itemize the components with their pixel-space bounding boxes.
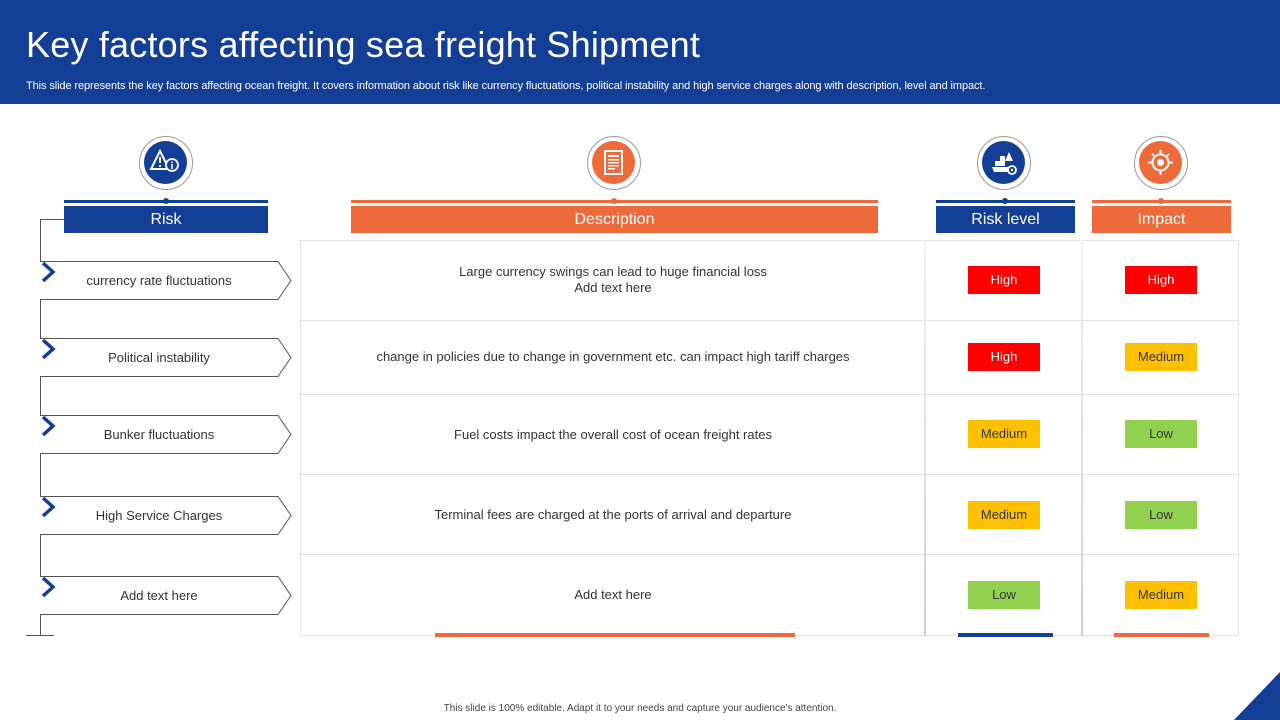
risk-level-badge: Medium xyxy=(968,501,1040,529)
risk-item-label: Bunker fluctuations xyxy=(103,427,215,442)
column-divider xyxy=(1081,240,1083,636)
impact-column-header: Impact xyxy=(1092,206,1231,233)
risk-level-header-dot xyxy=(1002,198,1008,204)
row-divider xyxy=(300,320,1239,321)
chevron-right-icon xyxy=(41,496,56,518)
risk-item-service-charges: High Service Charges xyxy=(40,496,292,535)
description-column-header: Description xyxy=(351,206,878,233)
risk-level-column-header: Risk level xyxy=(936,206,1075,233)
risk-column-icon-wrapper xyxy=(139,136,193,190)
row-divider xyxy=(300,394,1239,395)
page-subtitle: This slide represents the key factors af… xyxy=(26,80,986,92)
corner-decoration xyxy=(1234,672,1280,720)
description-text: change in policies due to change in gove… xyxy=(376,349,850,364)
column-divider xyxy=(924,240,926,636)
footer-note: This slide is 100% editable. Adapt it to… xyxy=(443,703,837,714)
description-header-dot xyxy=(611,198,617,204)
risk-column-header: Risk xyxy=(64,206,268,233)
impact-badge: Medium xyxy=(1125,343,1197,371)
risk-item-label: Add text here xyxy=(120,588,198,603)
risk-level-column-icon-wrapper xyxy=(977,136,1031,190)
tree-connector-bottom xyxy=(26,635,54,636)
impact-badge: Low xyxy=(1125,501,1197,529)
risk-level-bottom-bar xyxy=(958,633,1053,637)
description-cell: Large currency swings can lead to huge f… xyxy=(302,264,924,296)
risk-level-badge: Medium xyxy=(968,420,1040,448)
risk-item-currency: currency rate fluctuations xyxy=(40,261,292,300)
risk-item-label: High Service Charges xyxy=(95,508,223,523)
risk-item-bunker: Bunker fluctuations xyxy=(40,415,292,454)
chevron-right-icon xyxy=(41,261,56,283)
risk-level-badge: High xyxy=(968,266,1040,294)
row-divider xyxy=(300,474,1239,475)
description-column-icon-wrapper xyxy=(587,136,641,190)
description-text: Add text here xyxy=(574,587,652,602)
description-text: Fuel costs impact the overall cost of oc… xyxy=(454,427,772,442)
row-divider xyxy=(300,554,1239,555)
impact-bottom-bar xyxy=(1114,633,1209,637)
warning-info-icon xyxy=(144,141,187,184)
target-icon xyxy=(1139,141,1182,184)
risk-item-political: Political instability xyxy=(40,338,292,377)
risk-level-badge: Low xyxy=(968,581,1040,609)
chevron-right-icon xyxy=(41,338,56,360)
description-text: Large currency swings can lead to huge f… xyxy=(459,264,767,279)
impact-badge: Medium xyxy=(1125,581,1197,609)
description-cell: Terminal fees are charged at the ports o… xyxy=(302,507,924,523)
impact-column-icon-wrapper xyxy=(1134,136,1188,190)
tree-connector-top xyxy=(40,219,64,220)
description-text: Terminal fees are charged at the ports o… xyxy=(434,507,792,522)
document-icon xyxy=(592,141,635,184)
risk-item-placeholder: Add text here xyxy=(40,576,292,615)
description-bottom-bar xyxy=(435,633,795,637)
ship-gear-icon xyxy=(982,141,1025,184)
impact-badge: Low xyxy=(1125,420,1197,448)
risk-header-dot xyxy=(163,198,169,204)
impact-badge: High xyxy=(1125,266,1197,294)
chevron-right-icon xyxy=(41,415,56,437)
header-banner: Key factors affecting sea freight Shipme… xyxy=(0,0,1280,104)
page-title: Key factors affecting sea freight Shipme… xyxy=(26,24,701,65)
description-text-secondary: Add text here xyxy=(574,280,652,295)
description-cell: Add text here xyxy=(302,587,924,603)
risk-item-label: currency rate fluctuations xyxy=(86,273,232,288)
risk-level-badge: High xyxy=(968,343,1040,371)
chevron-right-icon xyxy=(41,576,56,598)
description-cell: Fuel costs impact the overall cost of oc… xyxy=(302,427,924,443)
impact-header-dot xyxy=(1158,198,1164,204)
risk-item-label: Political instability xyxy=(108,350,210,365)
description-cell: change in policies due to change in gove… xyxy=(302,349,924,365)
